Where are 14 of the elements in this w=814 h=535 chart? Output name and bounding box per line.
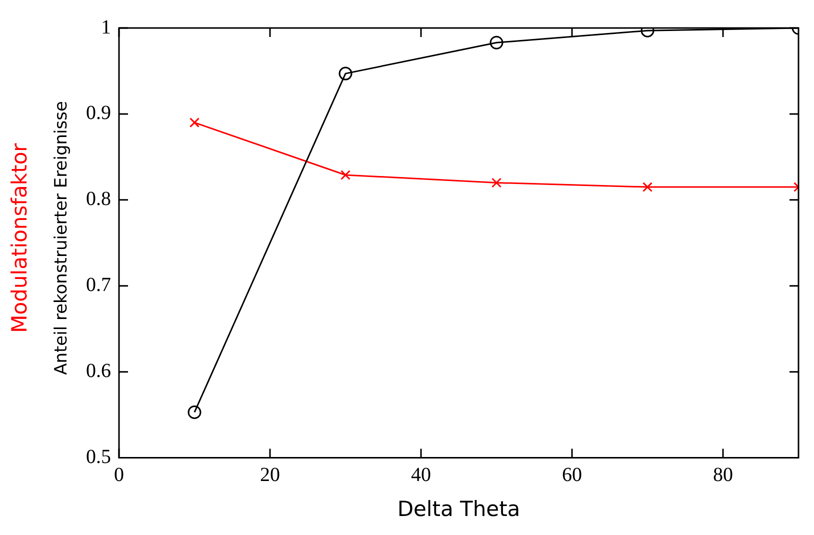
x-tick-label: 60 xyxy=(562,464,582,486)
text: Modulationsfaktor xyxy=(8,143,32,333)
x-tick-label: 20 xyxy=(260,464,280,486)
y-tick-label: 0.7 xyxy=(86,274,111,296)
x-axis-title: Delta Theta xyxy=(397,496,520,521)
x-tick-label: 80 xyxy=(713,464,733,486)
y-tick-label: 0.5 xyxy=(86,446,111,468)
text: Anteil rekonstruierter Ereignisse xyxy=(52,101,72,375)
y-tick-label: 0.9 xyxy=(86,102,111,124)
y-tick-label: 1 xyxy=(101,16,111,38)
x-tick-label: 0 xyxy=(114,464,124,486)
x-tick-label: 40 xyxy=(411,464,431,486)
y-tick-label: 0.6 xyxy=(86,360,111,382)
y-tick-label: 0.8 xyxy=(86,188,111,210)
